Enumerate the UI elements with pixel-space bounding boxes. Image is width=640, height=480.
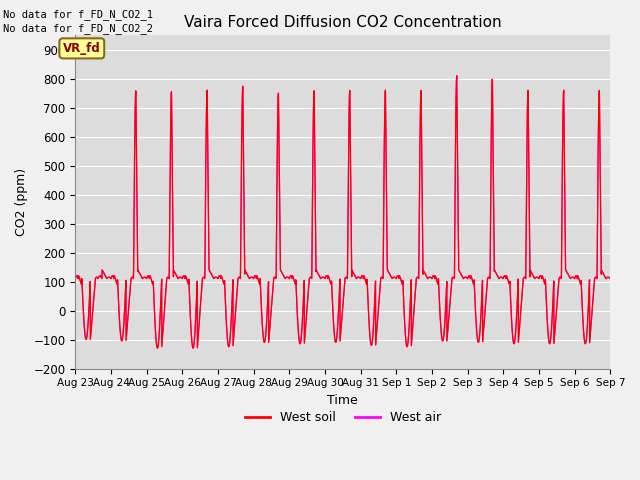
West soil (453, 73, 461, 79)
Text: VR_fd: VR_fd (63, 42, 100, 55)
West soil (296, 341, 304, 347)
West air (453, 73, 461, 79)
Legend: West soil, West air: West soil, West air (240, 406, 445, 429)
Title: Vaira Forced Diffusion CO2 Concentration: Vaira Forced Diffusion CO2 Concentration (184, 15, 502, 30)
West air (72, 276, 79, 281)
Text: No data for f_FD_N_CO2_2: No data for f_FD_N_CO2_2 (3, 23, 153, 34)
West air (564, 270, 572, 276)
West soil (590, 282, 598, 288)
West air (607, 276, 614, 281)
West soil (564, 270, 572, 276)
Line: West soil: West soil (76, 76, 611, 348)
West air (326, 277, 333, 283)
West soil (301, 338, 308, 344)
West air (296, 341, 304, 347)
West soil (154, 346, 161, 351)
Line: West air: West air (76, 76, 611, 348)
West soil (72, 276, 79, 282)
West air (301, 338, 308, 344)
X-axis label: Time: Time (328, 394, 358, 407)
West soil (607, 276, 614, 282)
Y-axis label: CO2 (ppm): CO2 (ppm) (15, 168, 28, 236)
West air (590, 282, 598, 288)
West soil (326, 277, 333, 283)
Text: No data for f_FD_N_CO2_1: No data for f_FD_N_CO2_1 (3, 9, 153, 20)
West air (460, 275, 468, 280)
West soil (460, 275, 468, 281)
West air (154, 345, 161, 351)
